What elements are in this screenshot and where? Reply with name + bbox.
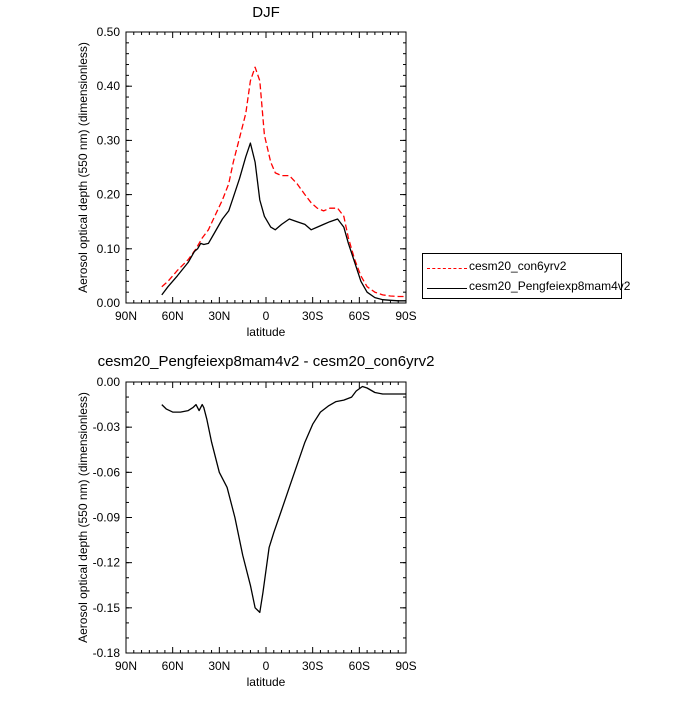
chart-panel-0: DJF 90N 60N 30N 0 30S 60S 90S latitude 0.00 0.10 0.…: [76, 4, 417, 339]
x-axis-label-1: latitude: [247, 675, 286, 689]
x-tick-label: 0: [263, 309, 270, 323]
legend-label-0: cesm20_con6yrv2: [469, 259, 566, 273]
x-tick-label: 90N: [115, 659, 137, 673]
y-tick-label: 0.00: [97, 375, 121, 389]
y-tick-label: 0.00: [97, 296, 121, 310]
legend-swatch-1: [427, 288, 467, 289]
legend-label-1: cesm20_Pengfeiexp8mam4v2: [469, 279, 630, 293]
y-tick-label: 0.20: [97, 188, 121, 202]
legend: cesm20_con6yrv2 cesm20_Pengfeiexp8mam4v2: [422, 253, 622, 299]
y-tick-label: -0.18: [93, 646, 121, 660]
y-tick-label: -0.12: [93, 556, 121, 570]
chart-panel-1: cesm20_Pengfeiexp8mam4v2 - cesm20_con6yr…: [76, 353, 434, 689]
y-axis-label-0: Aerosol optical depth (550 nm) (dimensio…: [76, 42, 90, 293]
y-tick-label: 0.30: [97, 133, 121, 147]
y-tick-label: 0.50: [97, 25, 121, 39]
x-tick-label: 60N: [162, 659, 184, 673]
plot-frame-0: [126, 32, 406, 303]
x-axis-label-0: latitude: [247, 325, 286, 339]
x-tick-label: 30S: [302, 309, 323, 323]
x-tick-label: 30S: [302, 659, 323, 673]
y-tick-label: 0.40: [97, 79, 121, 93]
x-tick-label: 60S: [349, 309, 370, 323]
chart-title-1: cesm20_Pengfeiexp8mam4v2 - cesm20_con6yr…: [98, 353, 435, 370]
legend-swatch-0: [427, 268, 467, 269]
x-tick-label: 30N: [208, 309, 230, 323]
plot-frame-1: [126, 382, 406, 653]
x-tick-label: 60S: [349, 659, 370, 673]
series-line-0-1: [162, 143, 406, 301]
y-tick-label: -0.09: [93, 511, 121, 525]
x-tick-label: 0: [263, 659, 270, 673]
legend-item-0: cesm20_con6yrv2: [423, 257, 623, 277]
y-axis-label-1: Aerosol optical depth (550 nm) (dimensio…: [76, 392, 90, 643]
x-tick-label: 90S: [395, 309, 416, 323]
series-line-1-0: [162, 387, 406, 613]
y-tick-label: -0.15: [93, 601, 121, 615]
y-tick-label: -0.03: [93, 420, 121, 434]
chart-title-0: DJF: [252, 4, 280, 21]
series-line-0-0: [162, 67, 406, 296]
x-tick-label: 60N: [162, 309, 184, 323]
y-tick-label: 0.10: [97, 242, 121, 256]
y-tick-label: -0.06: [93, 465, 121, 479]
x-tick-label: 90S: [395, 659, 416, 673]
legend-item-1: cesm20_Pengfeiexp8mam4v2: [423, 277, 623, 297]
x-tick-label: 90N: [115, 309, 137, 323]
x-tick-label: 30N: [208, 659, 230, 673]
